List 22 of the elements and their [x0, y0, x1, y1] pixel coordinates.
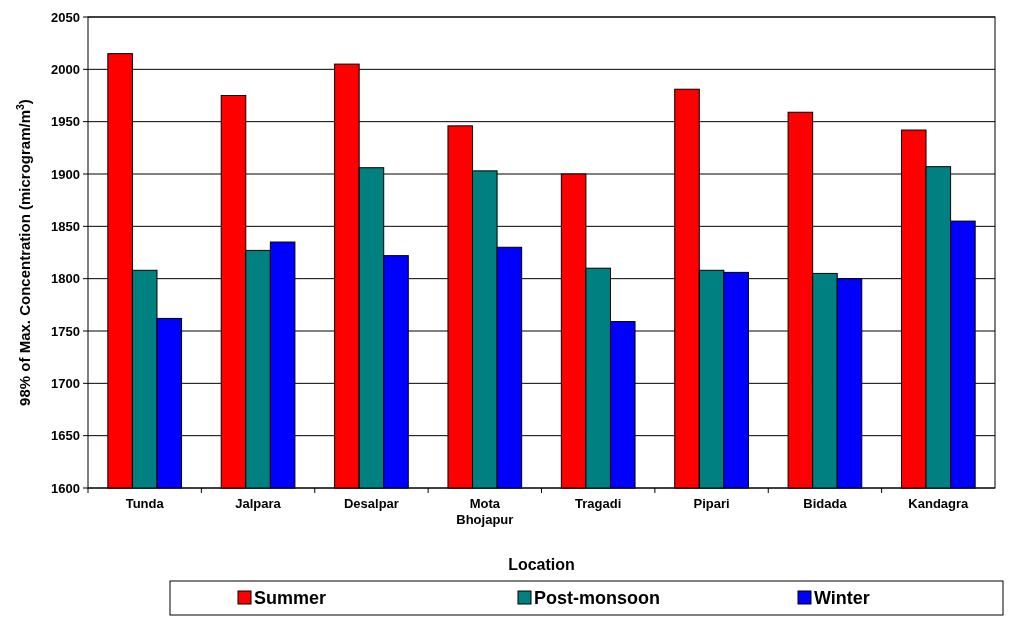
y-tick-label: 1600 — [51, 480, 80, 496]
x-tick-label: Bidada — [803, 496, 848, 511]
x-tick-label: Kandagra — [908, 496, 970, 511]
y-tick-label: 2050 — [51, 9, 80, 25]
x-tick-label: Mota Bhojapur — [456, 496, 514, 528]
y-tick-label: 2000 — [51, 61, 80, 77]
y-tick-label: 1700 — [51, 375, 80, 391]
y-tick-label: 1900 — [51, 166, 80, 182]
y-tick-label: 1850 — [51, 218, 80, 234]
y-tick-label: 1800 — [51, 271, 80, 287]
x-tick-label: Tunda — [125, 496, 165, 511]
x-axis-title: Location — [508, 556, 575, 573]
y-tick-label: 1950 — [51, 114, 80, 130]
y-tick-label: 1650 — [51, 428, 80, 444]
legend-label: Winter — [814, 588, 870, 609]
x-tick-label: Jalpara — [235, 496, 282, 511]
x-tick-label: Tragadi — [575, 496, 622, 511]
y-tick-label: 1750 — [51, 323, 80, 339]
legend-label: Summer — [254, 588, 327, 609]
legend-label: Post-monsoon — [534, 588, 660, 609]
x-tick-label: Desalpar — [343, 496, 399, 511]
x-tick-label: Pipari — [693, 496, 730, 511]
